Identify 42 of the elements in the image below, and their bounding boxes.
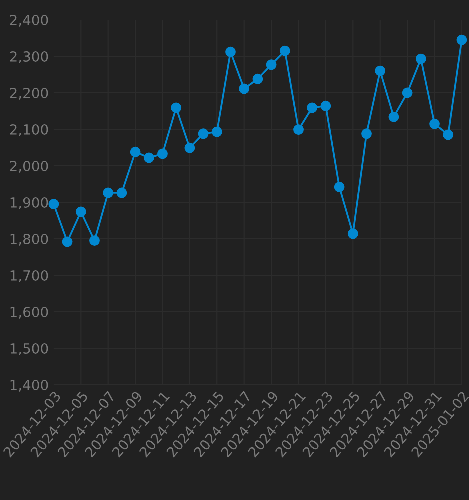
point [294,124,304,136]
point [443,130,454,140]
y-tick-label: 1,800 [10,234,48,246]
point [184,142,196,154]
y-tick-label: 1,600 [10,306,48,319]
point [252,74,264,84]
point [226,46,236,58]
point [402,88,413,98]
y-tick-label: 2,400 [10,14,48,27]
point [456,34,468,46]
point [280,46,290,56]
y-tick-label: 1,900 [10,197,48,210]
y-tick-label: 1,700 [10,270,48,282]
point [144,152,154,164]
point [362,128,372,140]
point [90,236,100,246]
point [348,228,358,240]
point [307,102,318,114]
y-tick-label: 1,500 [10,343,48,356]
y-tick-label: 1,400 [10,380,48,392]
y-tick-label: 2,000 [10,160,48,173]
point [103,188,114,198]
y-tick-label: 2,200 [10,88,48,100]
y-tick-label: 2,100 [10,124,48,136]
point [320,100,332,112]
point [76,206,86,218]
point [266,60,277,70]
point [198,128,209,140]
point [212,126,222,138]
point [116,188,128,198]
point [48,199,60,210]
point [334,182,345,192]
y-tick-label: 2,300 [10,51,48,64]
point [158,148,168,160]
point [62,236,73,248]
point [430,118,440,130]
point [130,146,141,158]
point [375,66,386,76]
point [388,112,400,122]
point [239,84,250,94]
point [416,54,426,64]
point [171,102,182,114]
